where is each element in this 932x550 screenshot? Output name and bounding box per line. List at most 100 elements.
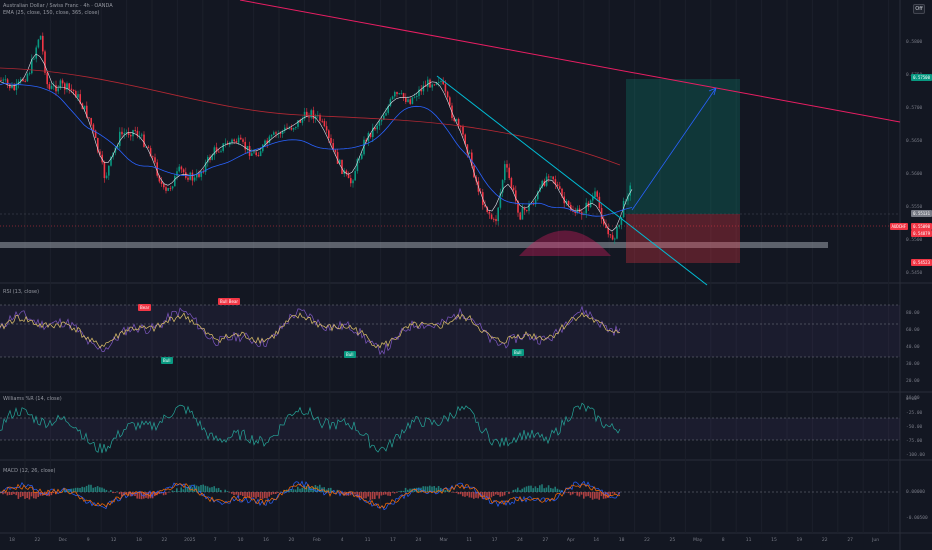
off-button[interactable]: Off bbox=[913, 4, 925, 14]
date-axis-label: 7 bbox=[213, 538, 217, 543]
candle bbox=[59, 80, 62, 89]
macd-histogram-bar bbox=[319, 484, 321, 492]
candle bbox=[202, 171, 205, 173]
candle bbox=[418, 89, 420, 97]
macd-histogram-bar bbox=[6, 492, 9, 496]
macd-histogram-bar bbox=[301, 487, 303, 492]
macd-histogram-bar bbox=[380, 492, 383, 496]
candle bbox=[376, 125, 378, 130]
candle bbox=[48, 84, 51, 89]
candle bbox=[319, 114, 321, 121]
macd-histogram-bar bbox=[594, 492, 596, 499]
candle bbox=[264, 140, 266, 145]
macd-histogram-bar bbox=[396, 492, 398, 493]
candle bbox=[138, 135, 141, 137]
candle bbox=[567, 201, 570, 205]
macd-histogram-bar bbox=[354, 492, 356, 495]
macd-histogram-bar bbox=[404, 487, 407, 492]
date-axis-label: 27 bbox=[847, 538, 854, 543]
candle bbox=[336, 152, 339, 164]
candle bbox=[152, 156, 154, 158]
macd-histogram-bar bbox=[457, 492, 460, 495]
rsi-axis-label: 80.00 bbox=[906, 311, 920, 316]
wr-axis-label: -75.00 bbox=[906, 439, 923, 444]
symbol-title[interactable]: Australian Dollar / Swiss Franc · 4h · O… bbox=[3, 3, 113, 9]
candle bbox=[55, 85, 57, 92]
last-price-tag: 0.55090 bbox=[911, 223, 932, 230]
macd-histogram-bar bbox=[8, 492, 11, 496]
candle bbox=[374, 127, 376, 130]
candle bbox=[614, 238, 616, 240]
price-axis-label: 0.5650 bbox=[906, 139, 923, 144]
macd-histogram-bar bbox=[96, 486, 99, 492]
date-axis-label: Jun bbox=[872, 538, 880, 543]
rsi-bear-signal: Bear bbox=[138, 304, 152, 311]
macd-histogram-bar bbox=[453, 492, 455, 493]
macd-histogram-bar bbox=[495, 492, 497, 495]
candle bbox=[99, 151, 101, 155]
macd-histogram-bar bbox=[550, 487, 552, 492]
macd-histogram-bar bbox=[589, 492, 592, 498]
macd-histogram-bar bbox=[613, 492, 616, 495]
candle bbox=[191, 172, 194, 181]
macd-legend[interactable]: MACD (12, 26, close) bbox=[3, 468, 56, 474]
candle bbox=[332, 143, 334, 150]
macd-histogram-bar bbox=[88, 484, 90, 492]
macd-histogram-bar bbox=[270, 492, 273, 495]
candle bbox=[394, 92, 396, 97]
candle bbox=[6, 79, 9, 85]
candle bbox=[356, 159, 359, 172]
macd-histogram-bar bbox=[426, 486, 429, 492]
candle bbox=[79, 94, 81, 104]
stop-price-tag: 0.54523 bbox=[911, 259, 932, 266]
macd-histogram-bar bbox=[363, 492, 365, 499]
date-axis-label: 10 bbox=[237, 538, 244, 543]
macd-histogram-bar bbox=[198, 486, 200, 492]
macd-histogram-bar bbox=[24, 492, 26, 499]
candle bbox=[460, 126, 462, 127]
macd-histogram-bar bbox=[253, 492, 255, 498]
macd-histogram-bar bbox=[459, 492, 462, 495]
macd-histogram-bar bbox=[609, 492, 611, 496]
candle bbox=[147, 146, 150, 149]
macd-histogram-bar bbox=[74, 487, 77, 492]
macd-histogram-bar bbox=[323, 487, 325, 492]
macd-histogram-bar bbox=[470, 492, 473, 498]
macd-histogram-bar bbox=[558, 489, 561, 492]
candle bbox=[444, 84, 447, 92]
macd-histogram-bar bbox=[44, 492, 46, 495]
candle bbox=[438, 82, 440, 83]
macd-histogram-bar bbox=[81, 486, 83, 492]
macd-histogram-bar bbox=[567, 492, 570, 494]
candle bbox=[88, 117, 90, 119]
candle bbox=[548, 176, 550, 178]
rsi-legend[interactable]: RSI (13, close) bbox=[3, 289, 40, 295]
candle bbox=[57, 88, 59, 92]
macd-histogram-bar bbox=[206, 486, 209, 492]
date-axis-label: Feb bbox=[312, 538, 321, 543]
macd-histogram-bar bbox=[266, 492, 268, 499]
candle bbox=[464, 134, 466, 145]
candle bbox=[266, 140, 268, 144]
ema-legend[interactable]: EMA (25, close, 150, close, 365, close) bbox=[3, 10, 100, 16]
date-axis-label: 22 bbox=[34, 538, 41, 543]
macd-histogram-bar bbox=[250, 492, 253, 498]
candle bbox=[427, 79, 429, 87]
candle bbox=[314, 115, 317, 119]
candle bbox=[176, 171, 178, 176]
macd-histogram-bar bbox=[488, 492, 490, 499]
williams-legend[interactable]: Williams %R (14, close) bbox=[3, 396, 62, 402]
candle bbox=[556, 184, 559, 187]
date-axis-label: 11 bbox=[745, 538, 752, 543]
rsi-band bbox=[0, 305, 900, 357]
date-axis-label: Dec bbox=[58, 538, 68, 543]
macd-histogram-bar bbox=[292, 489, 295, 492]
candle bbox=[517, 200, 519, 213]
macd-histogram-bar bbox=[547, 485, 550, 492]
ema-mid-line bbox=[0, 83, 633, 217]
candle bbox=[255, 152, 257, 156]
macd-histogram-bar bbox=[171, 490, 174, 492]
macd-histogram-bar bbox=[154, 492, 156, 497]
macd-histogram-bar bbox=[554, 486, 556, 492]
